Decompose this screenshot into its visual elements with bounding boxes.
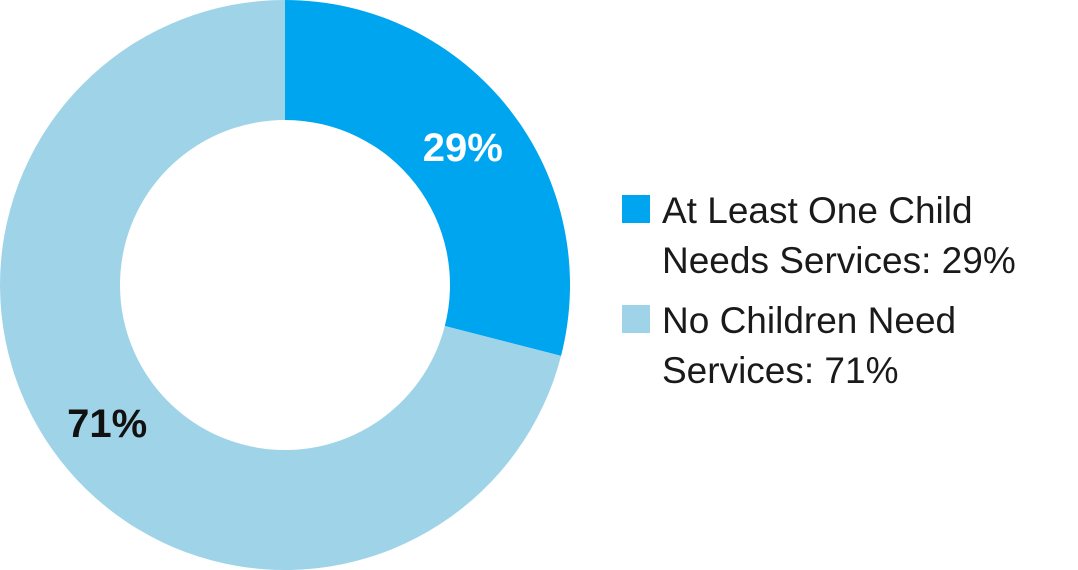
legend-swatch-no-children	[622, 305, 650, 333]
legend-swatch-at-least-one-child	[622, 195, 650, 223]
legend-label-at-least-one-child: At Least One Child Needs Services: 29%	[662, 190, 1016, 281]
donut-slice-at-least-one-child	[285, 0, 570, 356]
slice-label-no-children: 71%	[67, 402, 147, 446]
legend-item-at-least-one-child: At Least One Child Needs Services: 29%	[622, 186, 1072, 286]
chart-legend: At Least One Child Needs Services: 29% N…	[622, 186, 1072, 406]
donut-slice-no-children	[0, 0, 562, 570]
slice-label-at-least-one-child: 29%	[423, 126, 503, 170]
donut-chart: 29% 71%	[0, 0, 570, 570]
legend-item-no-children: No Children Need Services: 71%	[622, 296, 1072, 396]
legend-label-no-children: No Children Need Services: 71%	[662, 300, 957, 391]
